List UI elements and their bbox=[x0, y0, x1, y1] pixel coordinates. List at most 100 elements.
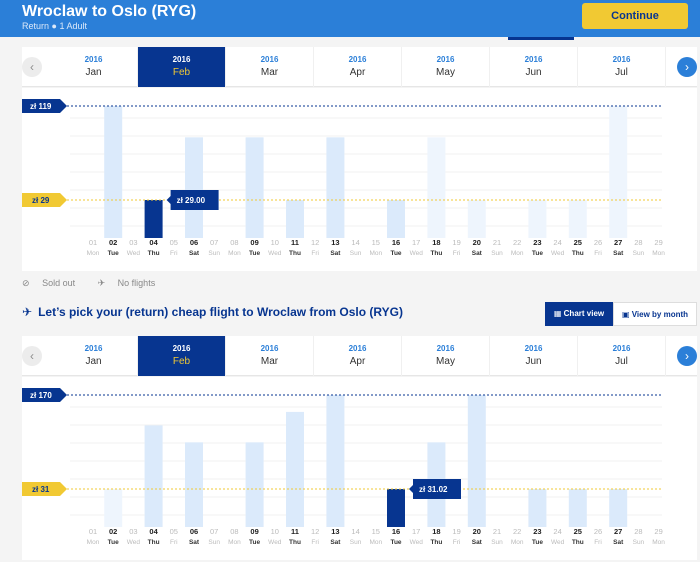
price-bar[interactable] bbox=[568, 489, 587, 527]
day-number[interactable]: 19 bbox=[452, 238, 460, 247]
day-number[interactable]: 03 bbox=[129, 527, 137, 536]
price-bar[interactable] bbox=[245, 137, 264, 238]
day-number[interactable]: 26 bbox=[594, 527, 602, 536]
day-number[interactable]: 17 bbox=[412, 527, 420, 536]
day-number[interactable]: 20 bbox=[473, 238, 481, 247]
day-number[interactable]: 25 bbox=[574, 238, 582, 247]
day-number[interactable]: 09 bbox=[250, 527, 258, 536]
day-number[interactable]: 19 bbox=[452, 527, 460, 536]
day-number[interactable]: 02 bbox=[109, 527, 117, 536]
day-number[interactable]: 06 bbox=[190, 238, 198, 247]
price-bar[interactable] bbox=[528, 489, 547, 527]
day-number[interactable]: 25 bbox=[574, 527, 582, 536]
price-bar[interactable] bbox=[104, 489, 123, 527]
month-tab-mar[interactable]: 2016 Mar bbox=[226, 336, 314, 376]
price-bar[interactable] bbox=[245, 442, 264, 527]
day-number[interactable]: 28 bbox=[634, 527, 642, 536]
month-tab-jul[interactable]: 2016 Jul bbox=[578, 47, 666, 87]
day-number[interactable]: 01 bbox=[89, 527, 97, 536]
month-tab-jan[interactable]: 2016 Jan bbox=[50, 336, 138, 376]
chart-view-button[interactable]: ▦ Chart view bbox=[545, 302, 613, 326]
day-number[interactable]: 26 bbox=[594, 238, 602, 247]
day-number[interactable]: 20 bbox=[473, 527, 481, 536]
day-number[interactable]: 18 bbox=[432, 527, 440, 536]
month-tab-jul[interactable]: 2016 Jul bbox=[578, 336, 666, 376]
day-number[interactable]: 16 bbox=[392, 527, 400, 536]
day-number[interactable]: 27 bbox=[614, 238, 622, 247]
month-tab-feb[interactable]: 2016 Feb bbox=[138, 47, 226, 87]
price-bar[interactable] bbox=[326, 395, 345, 527]
day-number[interactable]: 23 bbox=[533, 527, 541, 536]
price-bar[interactable] bbox=[528, 200, 547, 238]
day-number[interactable]: 16 bbox=[392, 238, 400, 247]
day-number[interactable]: 23 bbox=[533, 238, 541, 247]
previous-months-arrow[interactable]: ‹ bbox=[22, 57, 42, 77]
price-bar[interactable] bbox=[609, 489, 628, 527]
day-number[interactable]: 17 bbox=[412, 238, 420, 247]
day-number[interactable]: 07 bbox=[210, 527, 218, 536]
price-bar[interactable] bbox=[427, 137, 446, 238]
day-number[interactable]: 07 bbox=[210, 238, 218, 247]
month-tab-jun[interactable]: 2016 Jun bbox=[490, 336, 578, 376]
price-bar[interactable] bbox=[467, 395, 486, 527]
price-bar[interactable] bbox=[104, 106, 123, 238]
day-number[interactable]: 05 bbox=[170, 238, 178, 247]
day-number[interactable]: 15 bbox=[372, 238, 380, 247]
day-number[interactable]: 04 bbox=[149, 238, 158, 247]
day-number[interactable]: 04 bbox=[149, 527, 158, 536]
day-number[interactable]: 10 bbox=[271, 527, 279, 536]
day-number[interactable]: 18 bbox=[432, 238, 440, 247]
day-number[interactable]: 29 bbox=[654, 527, 662, 536]
day-number[interactable]: 29 bbox=[654, 238, 662, 247]
price-bar[interactable] bbox=[387, 489, 405, 527]
price-bar[interactable] bbox=[568, 200, 587, 238]
day-number[interactable]: 08 bbox=[230, 527, 238, 536]
day-number[interactable]: 11 bbox=[291, 238, 299, 247]
price-bar[interactable] bbox=[387, 200, 405, 238]
next-months-arrow[interactable]: › bbox=[677, 57, 697, 77]
day-number[interactable]: 22 bbox=[513, 238, 521, 247]
next-months-arrow[interactable]: › bbox=[677, 346, 697, 366]
day-number[interactable]: 24 bbox=[553, 527, 561, 536]
day-number[interactable]: 12 bbox=[311, 238, 319, 247]
day-number[interactable]: 06 bbox=[190, 527, 198, 536]
price-bar[interactable] bbox=[144, 200, 163, 238]
month-tab-feb[interactable]: 2016 Feb bbox=[138, 336, 226, 376]
day-number[interactable]: 13 bbox=[331, 527, 339, 536]
day-number[interactable]: 22 bbox=[513, 527, 521, 536]
day-number[interactable]: 13 bbox=[331, 238, 339, 247]
day-number[interactable]: 14 bbox=[351, 527, 359, 536]
month-tab-mar[interactable]: 2016 Mar bbox=[226, 47, 314, 87]
month-tab-jan[interactable]: 2016 Jan bbox=[50, 47, 138, 87]
price-bar[interactable] bbox=[326, 137, 345, 238]
day-number[interactable]: 27 bbox=[614, 527, 622, 536]
day-number[interactable]: 12 bbox=[311, 527, 319, 536]
continue-button[interactable]: Continue bbox=[582, 3, 688, 29]
day-number[interactable]: 03 bbox=[129, 238, 137, 247]
day-number[interactable]: 05 bbox=[170, 527, 178, 536]
day-number[interactable]: 21 bbox=[493, 527, 501, 536]
price-bar[interactable] bbox=[185, 442, 203, 527]
price-bar[interactable] bbox=[185, 137, 203, 238]
price-bar[interactable] bbox=[144, 425, 163, 527]
day-number[interactable]: 15 bbox=[372, 527, 380, 536]
day-number[interactable]: 01 bbox=[89, 238, 97, 247]
price-bar[interactable] bbox=[286, 411, 304, 527]
month-tab-apr[interactable]: 2016 Apr bbox=[314, 47, 402, 87]
day-number[interactable]: 10 bbox=[271, 238, 279, 247]
price-bar[interactable] bbox=[467, 200, 486, 238]
day-number[interactable]: 02 bbox=[109, 238, 117, 247]
day-number[interactable]: 24 bbox=[553, 238, 561, 247]
day-number[interactable]: 21 bbox=[493, 238, 501, 247]
month-tab-apr[interactable]: 2016 Apr bbox=[314, 336, 402, 376]
day-number[interactable]: 11 bbox=[291, 527, 299, 536]
month-tab-may[interactable]: 2016 May bbox=[402, 47, 490, 87]
price-bar[interactable] bbox=[609, 106, 628, 238]
day-number[interactable]: 28 bbox=[634, 238, 642, 247]
price-bar[interactable] bbox=[286, 200, 304, 238]
day-number[interactable]: 09 bbox=[250, 238, 258, 247]
previous-months-arrow[interactable]: ‹ bbox=[22, 346, 42, 366]
day-number[interactable]: 14 bbox=[351, 238, 359, 247]
month-tab-may[interactable]: 2016 May bbox=[402, 336, 490, 376]
month-tab-jun[interactable]: 2016 Jun bbox=[490, 47, 578, 87]
